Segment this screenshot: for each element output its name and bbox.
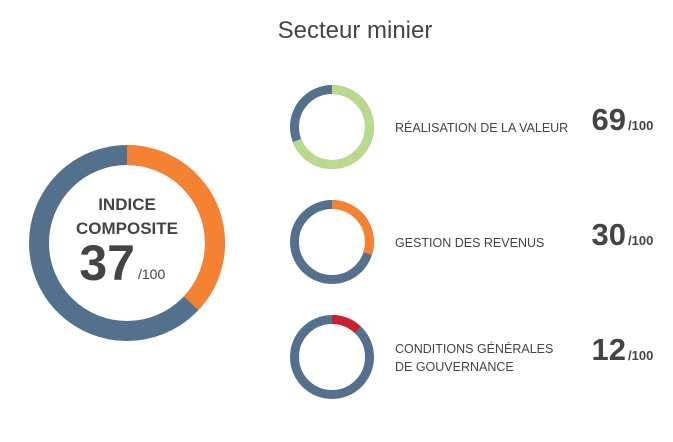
donut-label: DE GOUVERNANCE (395, 360, 514, 374)
donut-arc (290, 200, 374, 284)
donut-arc (29, 145, 225, 341)
score-value: 69 (592, 102, 626, 137)
page-title: Secteur minier (278, 17, 433, 44)
donut-label: GESTION DES REVENUS (395, 236, 544, 250)
donut-label: CONDITIONS GÉNÉRALES (395, 341, 553, 356)
donut-label: RÉALISATION DE LA VALEUR (395, 120, 568, 135)
score-total: /100 (628, 118, 653, 133)
score-value: 12 (592, 332, 626, 367)
donut-arc (290, 315, 374, 399)
score-total: /100 (628, 233, 653, 248)
score-total: /100 (138, 266, 165, 282)
score-value: 30 (592, 217, 626, 252)
donut-track (290, 315, 374, 399)
score-total: /100 (628, 348, 653, 363)
donut-arc (290, 85, 374, 169)
score-value: 37 (79, 235, 135, 291)
donut-label: INDICE (98, 195, 156, 214)
donut-label: COMPOSITE (76, 219, 178, 238)
